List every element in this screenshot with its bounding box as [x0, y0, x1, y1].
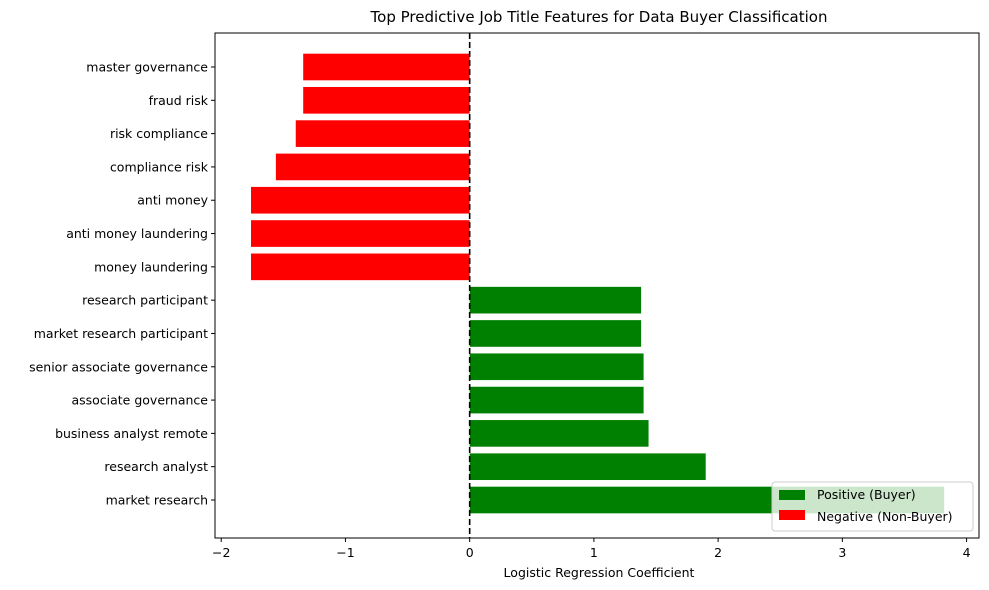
- bar-research-analyst: [469, 453, 706, 481]
- legend: Positive (Buyer) Negative (Non-Buyer): [771, 481, 974, 532]
- y-tick-label: business analyst remote: [55, 426, 208, 441]
- legend-swatch-negative: [779, 510, 805, 520]
- x-tick-label: −1: [336, 545, 354, 560]
- plot-area: master governance fraud risk risk complian…: [29, 33, 971, 560]
- x-tick-label: 4: [963, 545, 971, 560]
- y-tick-label: senior associate governance: [29, 359, 208, 374]
- plot-frame: [214, 32, 980, 539]
- bar-fraud-risk: [303, 86, 470, 114]
- y-tick-label: associate governance: [71, 393, 208, 408]
- x-axis-label: Logistic Regression Coefficient: [504, 565, 695, 580]
- bar-senior-associate-governance: [469, 353, 644, 381]
- legend-label-negative: Negative (Non-Buyer): [817, 509, 953, 524]
- bar-anti-money-laundering: [251, 220, 470, 247]
- y-tick-label: fraud risk: [149, 93, 209, 108]
- bar-business-analyst-remote: [469, 420, 649, 447]
- y-tick-label: research participant: [82, 293, 208, 308]
- chart-title: Top Predictive Job Title Features for Da…: [370, 8, 828, 26]
- bar-master-governance: [303, 53, 470, 81]
- x-tick-label: −2: [212, 545, 230, 560]
- bar-associate-governance: [469, 386, 644, 414]
- bar-market-research-participant: [469, 320, 642, 347]
- y-tick-label: risk compliance: [110, 126, 208, 141]
- x-tick-label: 2: [714, 545, 722, 560]
- y-tick-label: market research: [106, 493, 208, 508]
- legend-label-positive: Positive (Buyer): [817, 487, 916, 502]
- y-tick-label: market research participant: [34, 326, 208, 341]
- x-tick-label: 3: [838, 545, 846, 560]
- y-tick-label: compliance risk: [110, 159, 209, 174]
- y-tick-label: money laundering: [94, 259, 208, 274]
- bar-research-participant: [469, 286, 642, 314]
- y-tick-label: master governance: [86, 60, 208, 75]
- x-tick-label: 0: [466, 545, 474, 560]
- y-tick-label: anti money: [137, 193, 208, 208]
- bar-money-laundering: [251, 253, 470, 281]
- bar-risk-compliance: [295, 120, 470, 147]
- y-tick-label: anti money laundering: [66, 226, 208, 241]
- legend-swatch-positive: [779, 490, 805, 500]
- legend-box: [771, 481, 974, 532]
- bar-compliance-risk: [275, 153, 470, 181]
- bar-anti-money: [251, 186, 470, 214]
- x-tick-label: 1: [590, 545, 598, 560]
- y-tick-label: research analyst: [104, 459, 208, 474]
